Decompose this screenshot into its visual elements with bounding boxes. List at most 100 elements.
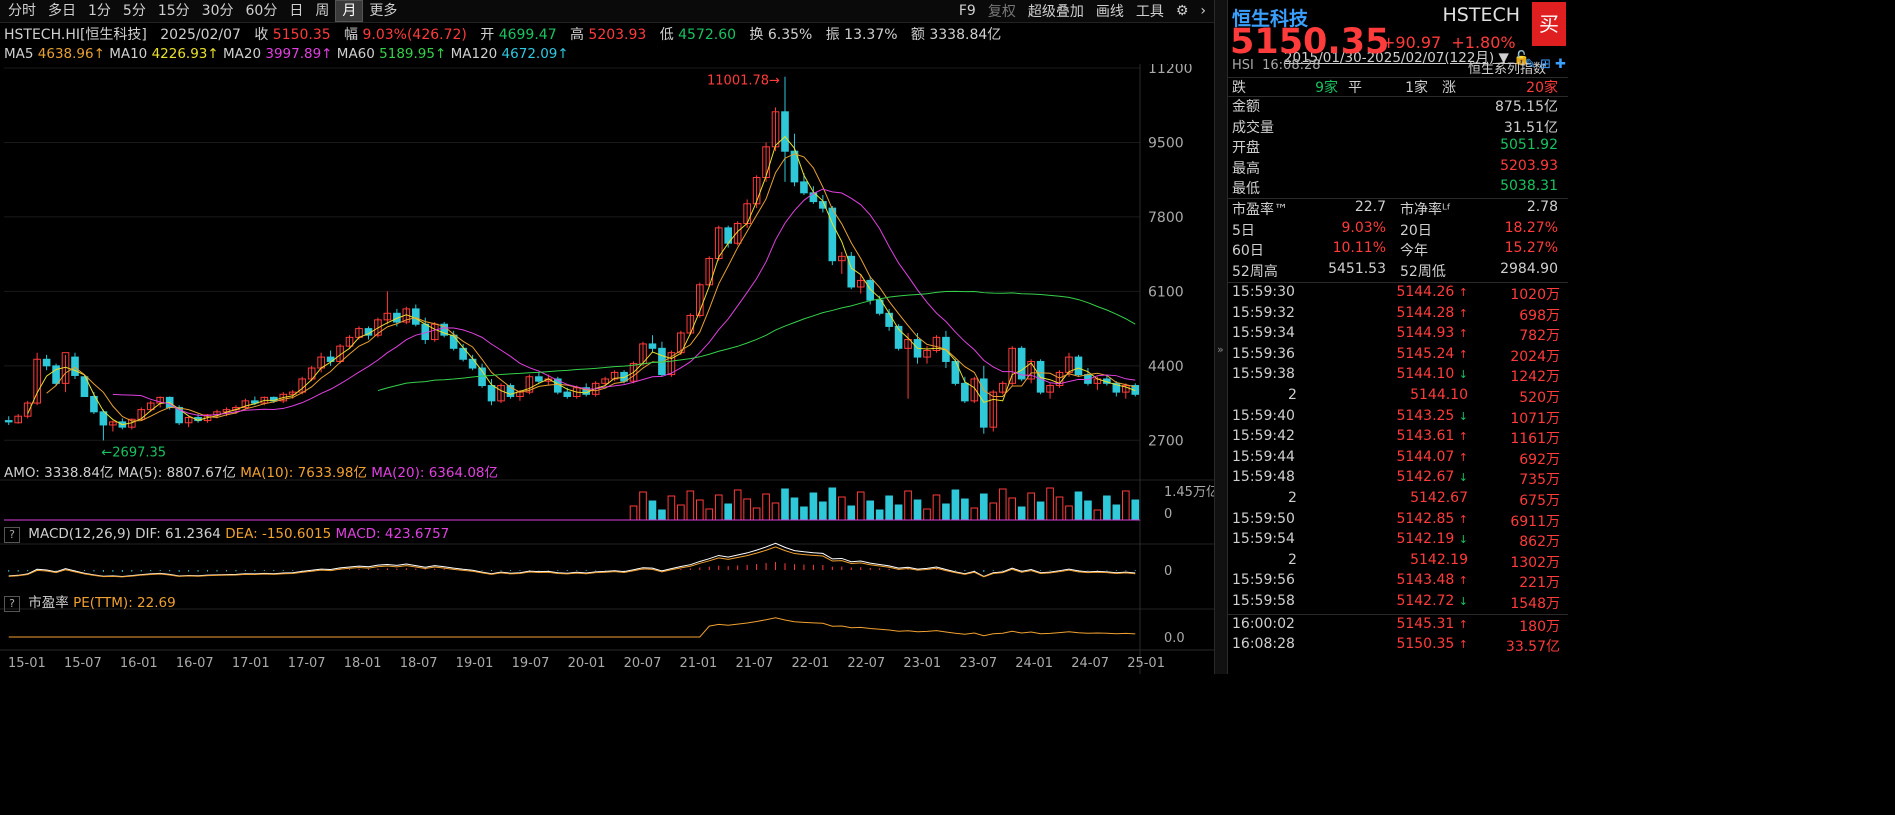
volume-bar bbox=[667, 495, 676, 521]
swing-label: 振 bbox=[825, 27, 840, 43]
pe-value: PE(TTM): 22.69 bbox=[73, 595, 176, 611]
x-tick-label: 17-01 bbox=[232, 656, 270, 671]
tab-0[interactable]: 分时 bbox=[8, 3, 36, 19]
candle-body bbox=[90, 395, 98, 413]
stat: 2984.90 bbox=[1500, 260, 1558, 277]
candle-body bbox=[14, 415, 23, 424]
pe-legend: ? 市盈率 PE(TTM): 22.69 bbox=[4, 591, 176, 612]
candle-body bbox=[970, 378, 979, 402]
tab-7[interactable]: 日 bbox=[289, 3, 304, 19]
candle-body bbox=[894, 325, 903, 349]
help-icon[interactable]: ? bbox=[4, 596, 20, 612]
chart-canvas[interactable]: 11200 9500 7800 6100 4400 2700 11001.78→ ←2697.… bbox=[0, 64, 1214, 674]
volume-bar bbox=[629, 505, 638, 521]
x-tick-label: 17-07 bbox=[288, 656, 326, 671]
candle-body bbox=[345, 336, 354, 347]
y-tick-label: 11200 bbox=[1148, 64, 1193, 77]
volume-bar bbox=[970, 507, 979, 521]
candle-body bbox=[109, 421, 117, 426]
lock-icon[interactable]: 🔓 bbox=[1513, 50, 1530, 66]
tool-4[interactable]: 工具 bbox=[1135, 4, 1164, 20]
candle-body bbox=[241, 400, 250, 408]
date-range-selector[interactable]: 2015/01/30-2025/02/07(122月) ▼ 🔓 bbox=[1284, 46, 1530, 66]
tab-3[interactable]: 5分 bbox=[122, 3, 146, 19]
candle-body bbox=[4, 420, 13, 423]
help-icon[interactable]: ? bbox=[4, 527, 20, 543]
tab-1[interactable]: 多日 bbox=[48, 3, 76, 19]
volume-bar bbox=[1121, 490, 1130, 521]
tab-5[interactable]: 30分 bbox=[201, 3, 234, 19]
volume-bar bbox=[866, 500, 875, 521]
volume-bar bbox=[951, 489, 960, 521]
macd-value: MACD: 423.6757 bbox=[335, 526, 450, 542]
candle-body bbox=[790, 150, 799, 183]
macd-dea-line bbox=[8, 546, 1136, 578]
stat: 20家 bbox=[1526, 80, 1558, 96]
y-tick-label: 4400 bbox=[1148, 359, 1184, 375]
volume-bar bbox=[1074, 491, 1083, 521]
volume-bar bbox=[904, 490, 912, 521]
tick-row: 15:59:48 5142.67 ↓ 735万 bbox=[1232, 469, 1560, 489]
tab-2[interactable]: 1分 bbox=[88, 3, 111, 19]
tab-6[interactable]: 60分 bbox=[245, 3, 278, 19]
quote-info-row: HSTECH.HI[恒生科技] 2025/02/07 收 5150.35 幅 9… bbox=[4, 24, 1001, 44]
tool-0[interactable]: F9 bbox=[958, 3, 976, 19]
x-tick-label: 19-01 bbox=[456, 656, 494, 671]
candle-body bbox=[961, 382, 969, 402]
volume-bar bbox=[942, 503, 950, 521]
volume-bar bbox=[1046, 487, 1054, 521]
candle-body bbox=[497, 385, 505, 402]
candle-body bbox=[23, 402, 32, 417]
tab-10[interactable]: 更多 bbox=[369, 3, 398, 19]
stat: 18.27% bbox=[1504, 219, 1558, 236]
candle-body bbox=[563, 391, 572, 397]
macd-axis-zero: 0 bbox=[1164, 564, 1172, 579]
x-tick-label: 19-07 bbox=[512, 656, 550, 671]
chevron-right-icon[interactable]: » bbox=[1217, 343, 1224, 356]
candle-body bbox=[52, 365, 60, 384]
tab-9[interactable]: 月 bbox=[335, 0, 364, 22]
tab-4[interactable]: 15分 bbox=[157, 3, 190, 19]
ma-line bbox=[46, 153, 1136, 422]
candle-body bbox=[137, 409, 146, 420]
panel-collapse-handle[interactable]: » bbox=[1214, 0, 1228, 674]
edit-icon[interactable]: ✎ ⊞ ✚ bbox=[1525, 57, 1566, 72]
volume-bar bbox=[733, 489, 742, 521]
buy-button[interactable]: 买 bbox=[1532, 2, 1566, 46]
dropdown-arrow-icon[interactable]: ▼ bbox=[1498, 50, 1509, 66]
stat: 875.15亿 bbox=[1495, 99, 1558, 115]
candle-body bbox=[1046, 385, 1054, 393]
candle-body bbox=[71, 356, 79, 376]
candle-body bbox=[847, 255, 856, 288]
candle-body bbox=[667, 352, 676, 376]
pe-line bbox=[8, 617, 1136, 638]
stat: 52周高 bbox=[1232, 263, 1278, 280]
macd-dif-line bbox=[8, 542, 1136, 578]
candle-body bbox=[875, 299, 884, 314]
x-tick-label: 21-07 bbox=[735, 656, 773, 671]
volume-bar bbox=[819, 501, 827, 521]
series-label: 恒生系列指数 bbox=[1467, 62, 1546, 77]
amp-label: 幅 bbox=[344, 27, 359, 43]
price-change: +90.97 +1.80% bbox=[1382, 33, 1516, 52]
tool-2[interactable]: 超级叠加 bbox=[1027, 4, 1084, 20]
volume-bar bbox=[714, 494, 723, 521]
chevron-right-icon[interactable]: › bbox=[1200, 3, 1206, 19]
tab-8[interactable]: 周 bbox=[315, 3, 330, 19]
volume-bar bbox=[923, 508, 931, 521]
x-tick-label: 21-01 bbox=[680, 656, 718, 671]
open-label: 开 bbox=[480, 27, 495, 43]
gear-icon[interactable]: ⚙ bbox=[1175, 3, 1189, 19]
tool-1[interactable]: 复权 bbox=[987, 4, 1016, 20]
stat: 9.03% bbox=[1341, 219, 1386, 236]
stat: 10.11% bbox=[1332, 240, 1386, 256]
tool-3[interactable]: 画线 bbox=[1095, 4, 1124, 20]
tick-row: 15:59:58 5142.72 ↓ 1548万 bbox=[1232, 593, 1560, 612]
timeframe-toolbar: 分时 多日 1分 5分 15分 30分 60分日周月更多 F9 复权 超级叠加 画线 工具 ⚙ › bbox=[0, 0, 1214, 23]
ma-line bbox=[27, 135, 1136, 426]
stat: 31.51亿 bbox=[1503, 119, 1558, 136]
stat: 市净率ᴸᶠ bbox=[1400, 202, 1452, 218]
candle-body bbox=[402, 308, 411, 323]
amount-label: 额 bbox=[910, 27, 925, 43]
volume-bar bbox=[847, 505, 856, 521]
